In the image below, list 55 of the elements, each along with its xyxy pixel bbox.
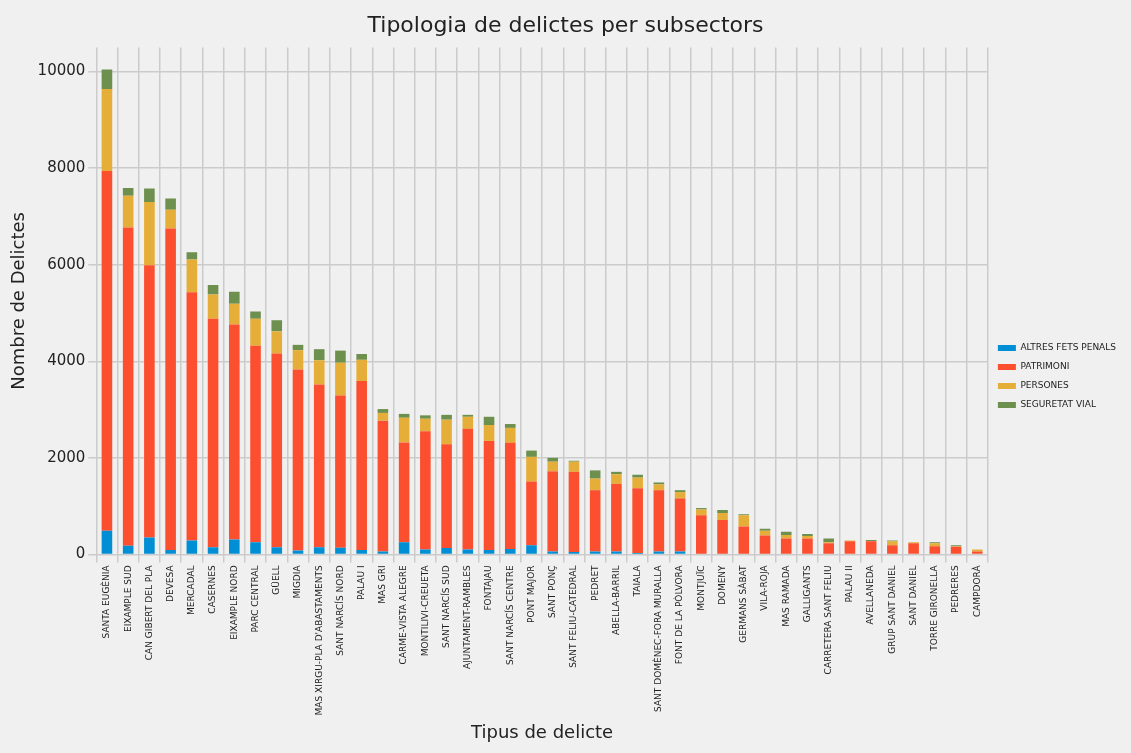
chart-title: Tipologia de delictes per subsectors — [366, 11, 764, 37]
y-tick-label: 4000 — [47, 351, 86, 370]
x-tick-label: SANT FELIU-CATEDRAL — [568, 565, 579, 668]
x-tick-label: MONTJUÏC — [695, 565, 706, 611]
x-tick-label: CARME-VISTA ALEGRE — [398, 565, 409, 665]
x-tick-label: TORRE GIRONELLA — [929, 564, 940, 652]
x-tick-label: FONT DE LA PÒLVORA — [673, 564, 685, 665]
x-tick-label: DEVESA — [164, 564, 175, 602]
x-tick-label: MIGDIA — [292, 564, 303, 599]
x-tick-label: DOMENY — [716, 564, 727, 606]
y-tick-label: 2000 — [47, 447, 86, 466]
x-tick-label: SANT PONÇ — [547, 565, 558, 619]
x-tick-label: PALAU II — [844, 565, 855, 603]
y-tick-label: 10000 — [37, 61, 86, 80]
x-tick-label: PARC CENTRAL — [249, 565, 260, 633]
y-tick-label: 6000 — [47, 254, 86, 273]
x-tick-label: GRUP SANT DANIEL — [886, 565, 897, 654]
x-tick-label: TAIALA — [631, 564, 642, 598]
x-tick-label: MAS RAMADA — [780, 564, 791, 627]
x-tick-label: SANT DOMÈNEC-FORA MURALLA — [652, 564, 664, 712]
x-tick-label: PEDRERES — [950, 565, 961, 614]
y-tick-label: 0 — [75, 544, 86, 563]
x-tick-label: CARRETERA SANT FELIU — [823, 565, 834, 675]
y-tick-label: 8000 — [47, 158, 86, 177]
x-tick-label: AVELLANEDA — [865, 564, 876, 625]
x-tick-label: PEDRET — [589, 564, 600, 601]
x-tick-label: PALAU I — [356, 565, 367, 600]
legend-label: PERSONES — [1020, 380, 1069, 391]
x-tick-label: CASERNES — [207, 565, 218, 614]
x-tick-label: AJUNTAMENT-RAMBLES — [462, 565, 473, 669]
legend-label: ALTRES FETS PENALS — [1020, 342, 1117, 353]
x-tick-label: SANT NARCÍS CENTRE — [503, 565, 515, 665]
x-tick-label: PONT MAJOR — [525, 565, 536, 623]
legend-label: PATRIMONI — [1020, 361, 1070, 372]
x-tick-label: VILA-ROJA — [759, 564, 770, 611]
x-tick-label: CAN GIBERT DEL PLA — [143, 564, 154, 661]
x-tick-label: EIXAMPLE SUD — [122, 565, 133, 633]
x-tick-label: FONTAJAU — [483, 565, 494, 611]
legend-label: SEGURETAT VIAL — [1020, 399, 1096, 410]
x-tick-label: GÜELL — [271, 565, 282, 595]
x-tick-label: SANTA EUGÈNIA — [100, 564, 112, 639]
x-tick-label: CAMPDORÀ — [970, 564, 982, 618]
x-tick-label: EIXAMPLE NORD — [228, 565, 239, 640]
x-tick-label: MAS GRI — [377, 565, 388, 604]
x-tick-label: MERCADAL — [186, 565, 197, 616]
x-tick-label: SANT DANIEL — [907, 565, 918, 626]
x-tick-label: ABELLA-BARRIL — [610, 565, 621, 636]
x-tick-label: GERMANS SÀBAT — [737, 564, 749, 643]
x-tick-label: SANT NARCÍS NORD — [333, 565, 345, 656]
x-tick-label: MONTILIVI-CREUETA — [419, 564, 430, 657]
x-tick-label: GALLIGANTS — [801, 565, 812, 623]
x-tick-label: SANT NARCÍS SUD — [439, 565, 451, 648]
x-tick-label: MAS XIRGU-PLA D'ABASTAMENTS — [313, 565, 324, 716]
y-axis-title: Nombre de Delictes — [7, 211, 29, 390]
x-axis-title: Tipus de delicte — [470, 720, 614, 742]
